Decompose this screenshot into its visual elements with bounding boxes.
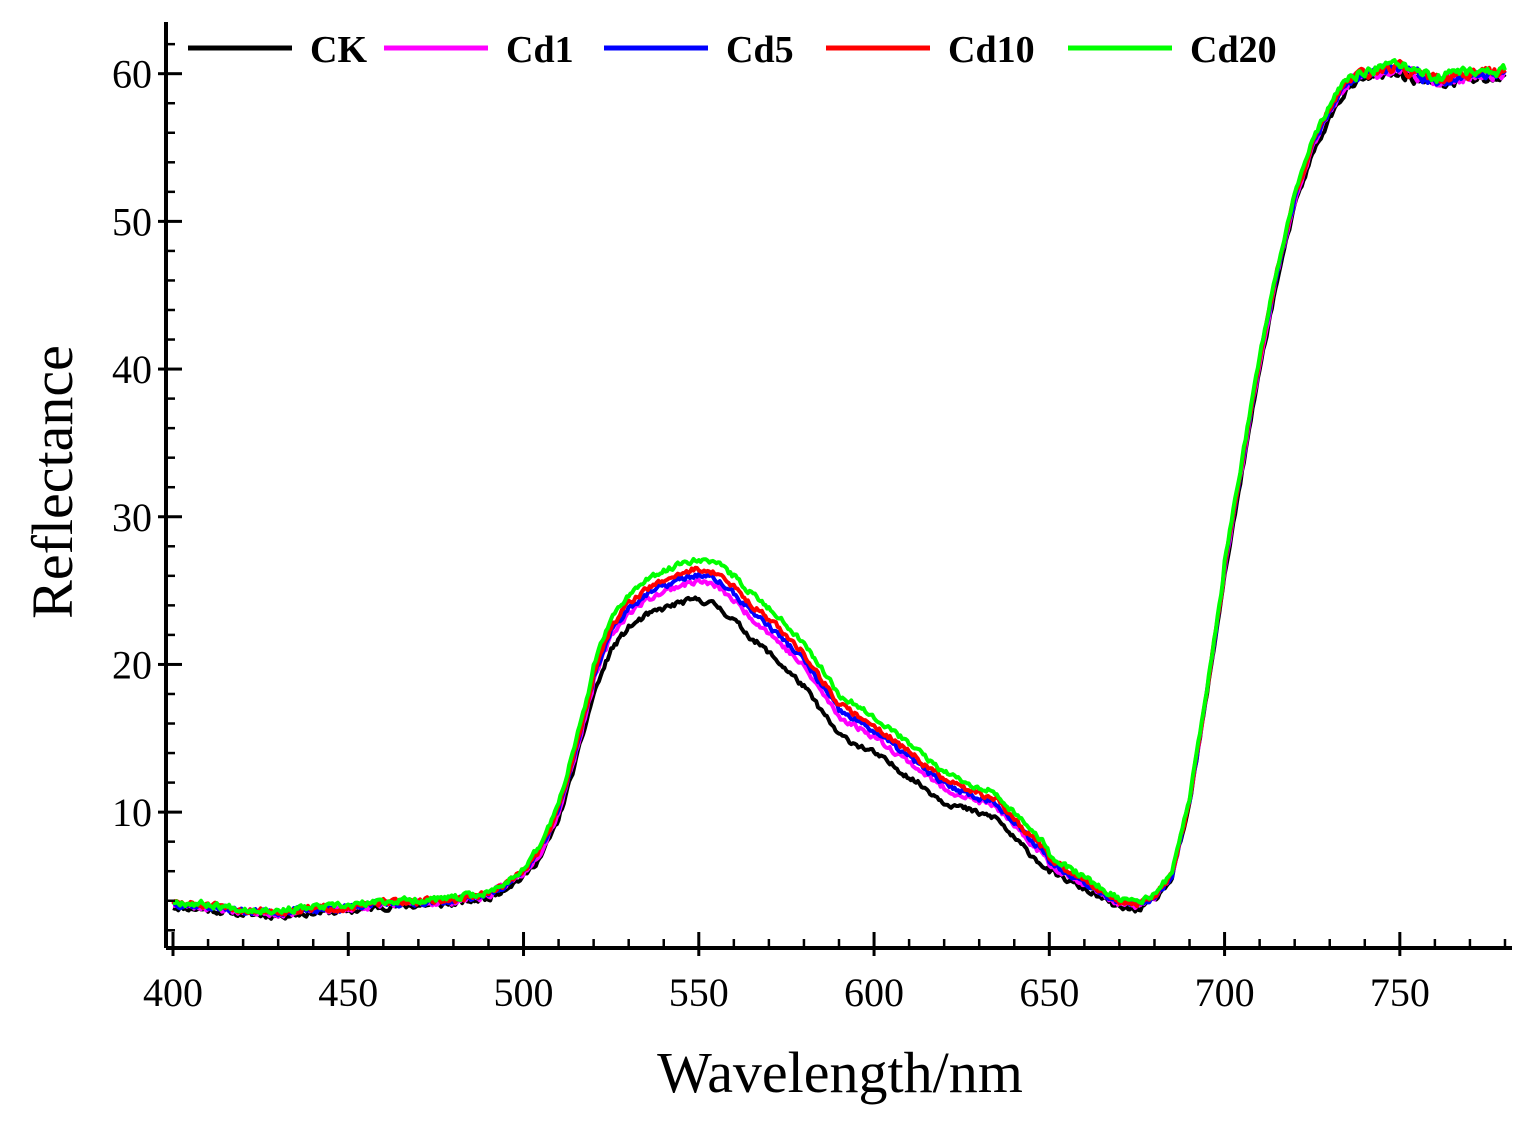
- y-tick-label: 20: [112, 642, 152, 687]
- legend-item-cd5: Cd5: [604, 29, 794, 71]
- legend-label: Cd1: [506, 29, 574, 71]
- x-tick-label: 500: [494, 970, 554, 1015]
- y-tick-label: 10: [112, 790, 152, 835]
- legend: CK Cd1 Cd5 Cd10 Cd20: [188, 29, 1277, 71]
- ticks-layer: 400 450 500 550 600 650 700 750 10 20 30 40 50 60: [112, 42, 1507, 1015]
- legend-item-cd10: Cd10: [826, 29, 1035, 71]
- series-line-cd1: [172, 64, 1506, 919]
- series-line-cd10: [171, 58, 1507, 917]
- y-tick-label: 40: [112, 347, 152, 392]
- legend-label: Cd20: [1190, 29, 1277, 71]
- x-tick-label: 700: [1195, 970, 1255, 1015]
- y-axis-title: Reflectance: [20, 345, 85, 619]
- x-tick-label: 650: [1019, 970, 1079, 1015]
- legend-label: Cd10: [948, 29, 1035, 71]
- legend-item-ck: CK: [188, 29, 367, 71]
- legend-label: Cd5: [726, 29, 794, 71]
- x-tick-label: 750: [1370, 970, 1430, 1015]
- y-tick-label: 60: [112, 52, 152, 97]
- y-tick-label: 50: [112, 199, 152, 244]
- x-tick-label: 400: [143, 970, 203, 1015]
- legend-label: CK: [310, 29, 367, 71]
- series-line-ck: [172, 68, 1507, 921]
- series-line-cd5: [171, 63, 1507, 918]
- x-tick-label: 550: [669, 970, 729, 1015]
- legend-item-cd20: Cd20: [1068, 29, 1277, 71]
- series-line-cd20: [172, 58, 1507, 916]
- x-axis-title: Wavelength/nm: [657, 1040, 1023, 1105]
- x-tick-label: 450: [318, 970, 378, 1015]
- x-tick-label: 600: [844, 970, 904, 1015]
- legend-item-cd1: Cd1: [384, 29, 574, 71]
- series-layer: [171, 58, 1507, 921]
- y-tick-label: 30: [112, 495, 152, 540]
